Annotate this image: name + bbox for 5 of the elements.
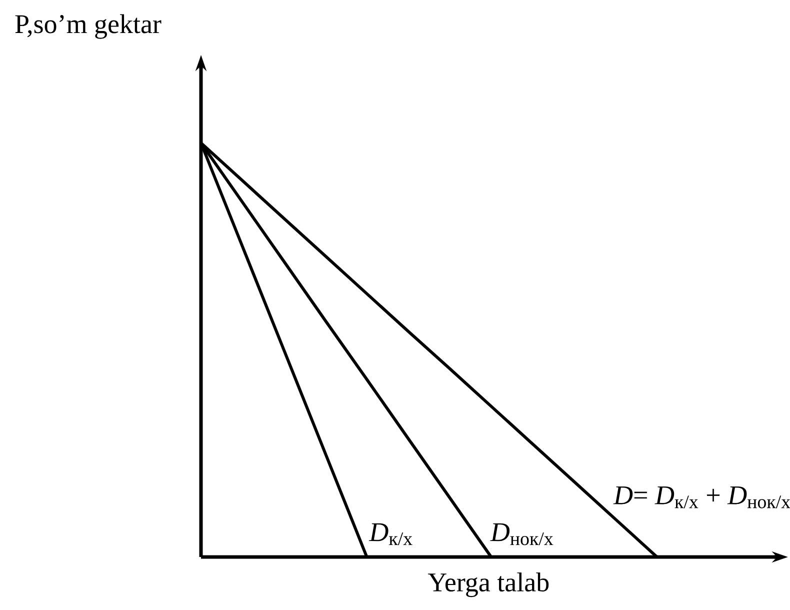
series-label: D= D$_{к/х}$ + D$_{нок/х}$ [613, 486, 790, 508]
series-label: D$_{к/х}$ [368, 523, 412, 546]
x-axis-title: Yerga talab [428, 572, 549, 598]
y-axis-title: P,so’m gektar [15, 14, 162, 39]
series-label: D$_{нок/х}$ [490, 523, 554, 546]
